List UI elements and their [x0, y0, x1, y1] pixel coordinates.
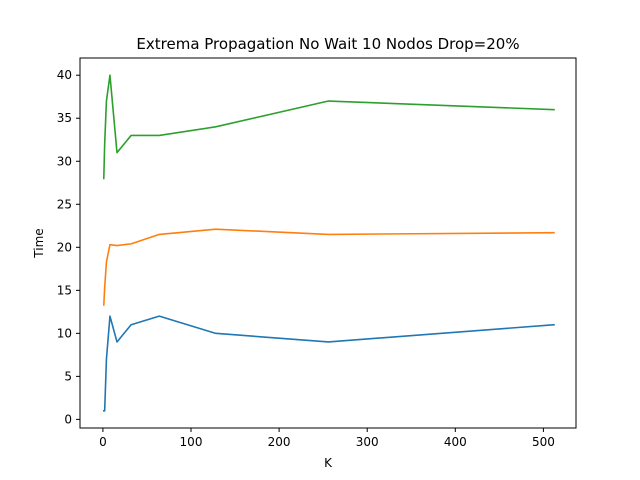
- y-tick-label: 20: [57, 240, 72, 254]
- x-tick-label: 200: [268, 435, 291, 449]
- y-tick-label: 35: [57, 111, 72, 125]
- x-tick-label: 300: [356, 435, 379, 449]
- y-tick-label: 25: [57, 197, 72, 211]
- y-axis-label: Time: [32, 228, 46, 258]
- x-tick-label: 100: [180, 435, 203, 449]
- x-axis-label: K: [324, 456, 333, 470]
- axis-ticks: 0 100 200 300 400 500 0 5 10 15 20 25 30 35 40: [57, 68, 555, 449]
- y-tick-label: 0: [64, 412, 72, 426]
- x-tick-label: 400: [444, 435, 467, 449]
- y-tick-label: 5: [64, 369, 72, 383]
- chart-title: Extrema Propagation No Wait 10 Nodos Dro…: [136, 35, 519, 53]
- series-line-2: [102, 228, 555, 306]
- x-tick-label: 500: [532, 435, 555, 449]
- plot-area: [102, 74, 555, 412]
- series-line-3: [102, 74, 555, 180]
- y-tick-label: 10: [57, 326, 72, 340]
- y-tick-label: 30: [57, 154, 72, 168]
- axes-frame: [79, 57, 577, 429]
- y-tick-label: 15: [57, 283, 72, 297]
- x-tick-label: 0: [99, 435, 107, 449]
- series-line-1: [102, 315, 555, 412]
- y-tick-label: 40: [57, 68, 72, 82]
